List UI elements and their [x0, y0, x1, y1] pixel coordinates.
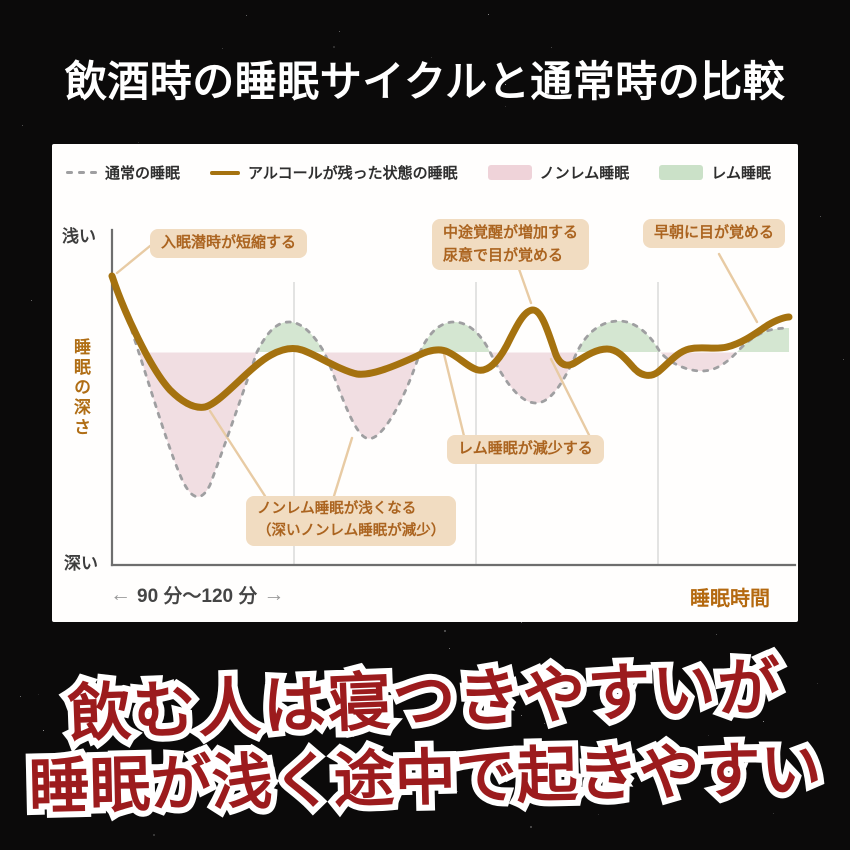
solid-line-swatch-icon	[210, 170, 241, 175]
legend-label: アルコールが残った状態の睡眠	[248, 165, 458, 182]
legend-item-nonrem: ノンレム睡眠	[487, 162, 630, 183]
connector-early-waking	[717, 252, 759, 324]
callout-text: （深いノンレム睡眠が減少）	[257, 522, 446, 539]
callout-text: レム睡眠が減少する	[458, 440, 593, 457]
legend-label: レム睡眠	[711, 165, 771, 182]
callout-text: 入眠潜時が短縮する	[161, 234, 297, 251]
connector-nonrem-left	[208, 409, 267, 498]
connector-nonrem-right	[332, 436, 354, 498]
nonrem-area-fill	[138, 352, 737, 497]
legend-item-normal-sleep: 通常の睡眠	[66, 162, 180, 183]
x-axis-title: 睡眠時間	[690, 588, 770, 610]
dashed-line-swatch-icon	[66, 170, 97, 175]
normal-sleep-curve	[110, 276, 791, 499]
annotation-connectors	[115, 244, 759, 498]
chart-panel: 通常の睡眠 アルコールが残った状態の睡眠 ノンレム睡眠 レム睡眠	[52, 144, 798, 622]
callout-text: 早朝に目が覚める	[654, 224, 775, 241]
legend-item-alcohol-sleep: アルコールが残った状態の睡眠	[210, 162, 458, 183]
callout-mid-awakening-increases: 中途覚醒が増加する 尿意で目が覚める	[432, 219, 590, 270]
legend-label: ノンレム睡眠	[539, 165, 630, 182]
page-title: 飲酒時の睡眠サイクルと通常時の比較	[64, 58, 786, 105]
cycle-length-text: 90 分～120 分	[137, 586, 258, 607]
legend-label: 通常の睡眠	[105, 165, 181, 182]
sleep-cycle-plot	[108, 228, 797, 567]
nonrem-area-swatch-icon	[487, 165, 532, 180]
connector-mid-awakening	[517, 267, 533, 305]
connector-rem-right	[549, 357, 591, 437]
alcohol-sleep-curve	[108, 272, 793, 411]
rem-area-swatch-icon	[659, 165, 704, 180]
legend-item-rem: レム睡眠	[659, 162, 771, 183]
rem-area-fill	[149, 321, 789, 352]
callout-sleep-onset-shortened: 入眠潜時が短縮する	[150, 229, 308, 258]
callout-text: 尿意で目が覚める	[443, 246, 564, 264]
connector-sleep-onset	[115, 244, 152, 275]
y-axis-label-deep: 深い	[64, 554, 98, 573]
y-axis-title: 睡眠の深さ	[71, 338, 90, 438]
left-arrow-icon: ←	[110, 582, 131, 606]
chart-legend: 通常の睡眠 アルコールが残った状態の睡眠 ノンレム睡眠 レム睡眠	[66, 162, 792, 183]
callout-early-waking: 早朝に目が覚める	[643, 219, 786, 248]
callout-rem-decreases: レム睡眠が減少する	[447, 435, 604, 464]
callout-nonrem-shallower: ノンレム睡眠が浅くなる （深いノンレム睡眠が減少）	[246, 496, 457, 546]
y-axis-label-shallow: 浅い	[62, 227, 96, 246]
right-arrow-icon: →	[263, 582, 285, 606]
callout-text: ノンレム睡眠が浅くなる	[257, 501, 417, 517]
connector-rem-left	[442, 352, 466, 438]
callout-text: 中途覚醒が増加する	[443, 224, 579, 241]
x-axis-cycle-length: ← 90 分～120 分 →	[110, 581, 284, 608]
